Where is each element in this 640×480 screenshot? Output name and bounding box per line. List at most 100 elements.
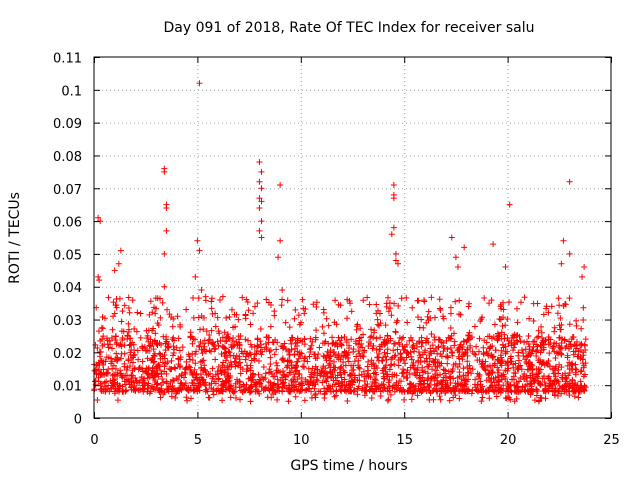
data-point: [580, 304, 587, 311]
data-point: [430, 358, 437, 365]
data-point: [251, 303, 258, 310]
data-point: [388, 312, 395, 319]
y-tick-label: 0.06: [53, 216, 82, 231]
data-point: [242, 312, 249, 319]
data-point: [428, 294, 435, 301]
data-point: [183, 358, 190, 365]
data-point: [376, 350, 383, 357]
data-point: [554, 310, 561, 317]
data-point: [337, 302, 344, 309]
data-point: [350, 366, 357, 373]
data-point: [391, 353, 398, 360]
data-point: [538, 329, 545, 336]
data-point: [195, 380, 202, 387]
data-point: [292, 306, 299, 313]
data-point: [502, 375, 509, 382]
data-point: [472, 351, 479, 358]
data-point: [301, 310, 308, 317]
data-point: [210, 341, 217, 348]
data-point: [236, 353, 243, 360]
data-point: [354, 321, 361, 328]
data-point: [302, 306, 309, 313]
data-point: [383, 300, 390, 307]
data-point: [124, 364, 131, 371]
data-point: [511, 369, 518, 376]
data-point: [299, 338, 306, 345]
data-point: [527, 352, 534, 359]
data-point: [463, 386, 470, 393]
data-point: [502, 394, 509, 401]
data-point: [109, 365, 116, 372]
data-point: [321, 394, 328, 401]
data-point: [321, 340, 328, 347]
data-point: [184, 397, 191, 404]
data-point: [312, 394, 319, 401]
data-point: [495, 367, 502, 374]
data-point: [245, 337, 252, 344]
data-point: [446, 334, 453, 341]
data-point: [258, 234, 265, 241]
data-point: [528, 386, 535, 393]
data-point: [388, 361, 395, 368]
data-point: [466, 300, 473, 307]
data-point: [558, 339, 565, 346]
data-point: [120, 372, 127, 379]
data-point: [572, 348, 579, 355]
data-point: [491, 379, 498, 386]
data-point: [399, 343, 406, 350]
data-point: [208, 305, 215, 312]
data-point: [249, 374, 256, 381]
data-point: [146, 374, 153, 381]
data-point: [192, 351, 199, 358]
data-point: [161, 168, 168, 175]
data-point: [385, 337, 392, 344]
data-point: [357, 325, 364, 332]
data-point: [346, 298, 353, 305]
data-point: [169, 336, 176, 343]
data-point: [258, 351, 265, 358]
data-point: [287, 388, 294, 395]
data-point: [448, 388, 455, 395]
data-point: [427, 390, 434, 397]
data-point: [158, 370, 165, 377]
data-point: [545, 387, 552, 394]
data-point: [365, 372, 372, 379]
data-point: [517, 374, 524, 381]
data-point: [109, 326, 116, 333]
data-point: [190, 294, 197, 301]
data-point: [332, 297, 339, 304]
data-point: [396, 387, 403, 394]
data-point: [447, 304, 454, 311]
data-point: [256, 178, 263, 185]
data-point: [308, 374, 315, 381]
data-point: [256, 227, 263, 234]
data-point: [437, 396, 444, 403]
data-point: [258, 198, 265, 205]
data-point: [294, 358, 301, 365]
data-point: [419, 388, 426, 395]
data-point: [538, 323, 545, 330]
gridlines: [94, 57, 611, 418]
data-point: [522, 356, 529, 363]
data-point: [356, 377, 363, 384]
data-point: [477, 318, 484, 325]
data-point: [381, 375, 388, 382]
data-point: [350, 388, 357, 395]
data-point: [531, 338, 538, 345]
data-point: [390, 224, 397, 231]
data-point: [279, 355, 286, 362]
data-point: [95, 214, 102, 221]
data-point: [540, 311, 547, 318]
data-point: [257, 338, 264, 345]
data-point: [354, 385, 361, 392]
data-point: [307, 378, 314, 385]
data-point: [120, 388, 127, 395]
data-point: [199, 350, 206, 357]
data-point: [273, 346, 280, 353]
y-tick-label: 0.1: [61, 84, 82, 99]
data-point: [111, 310, 118, 317]
data-point: [221, 329, 228, 336]
data-point: [476, 356, 483, 363]
data-point: [111, 267, 118, 274]
data-point: [158, 341, 165, 348]
